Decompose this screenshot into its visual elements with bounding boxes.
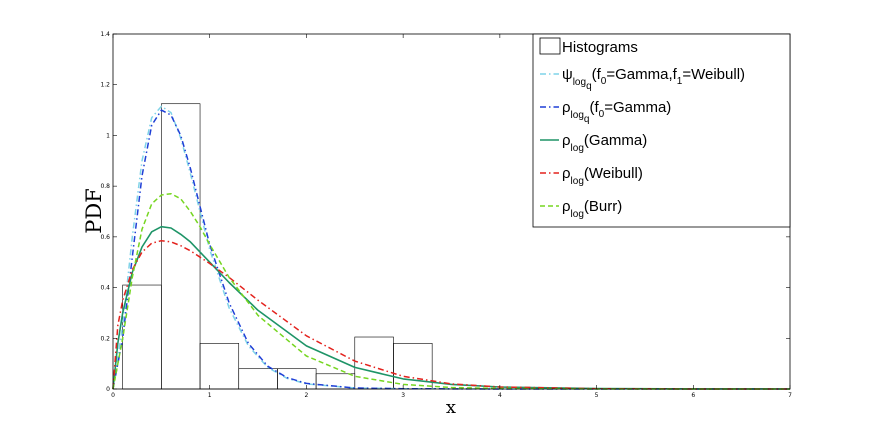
y-tick-label: 1.4 xyxy=(100,31,110,38)
x-tick-label: 0 xyxy=(111,392,115,399)
legend-box xyxy=(532,33,791,228)
legend-label-1: ψlogq(f0=Gamma,f1=Weibull) xyxy=(562,66,745,92)
series-line-1 xyxy=(112,105,790,390)
legend: Histograms ψlogq(f0=Gamma,f1=Weibull) ρlo… xyxy=(532,33,791,228)
legend-label-5: ρlog(Burr) xyxy=(562,198,622,220)
legend-swatch-histogram xyxy=(539,37,561,55)
x-axis-label: x xyxy=(446,397,456,418)
legend-label-4: ρlog(Weibull) xyxy=(562,165,643,187)
x-tick-label: 3 xyxy=(401,392,405,399)
series-line-4 xyxy=(112,239,790,390)
series-line-3 xyxy=(112,225,791,390)
y-axis-label: PDF xyxy=(82,188,106,234)
y-tick-label: 0.2 xyxy=(100,335,110,342)
series-lines xyxy=(112,105,791,390)
legend-label-3: ρlog(Gamma) xyxy=(562,132,647,154)
y-tick-label: 0 xyxy=(106,386,110,393)
legend-label-histogram: Histograms xyxy=(562,39,638,56)
series-line-5 xyxy=(112,192,790,390)
x-tick-label: 4 xyxy=(498,392,502,399)
x-tick-label: 5 xyxy=(595,392,599,399)
y-tick-label: 1 xyxy=(106,132,110,139)
x-tick-label: 1 xyxy=(208,392,212,399)
y-tick-label: 0.4 xyxy=(100,285,110,292)
x-axis-ticks: 0 1 2 3 4 5 6 7 xyxy=(111,34,792,399)
x-tick-label: 7 xyxy=(788,392,792,399)
y-tick-label: 0.8 xyxy=(100,183,110,190)
x-tick-label: 2 xyxy=(305,392,309,399)
x-tick-label: 6 xyxy=(691,392,695,399)
y-tick-label: 0.6 xyxy=(100,234,110,241)
legend-label-2: ρlogq(f0=Gamma) xyxy=(562,99,671,125)
y-tick-label: 1.2 xyxy=(100,82,110,89)
y-axis-ticks: 0 0.2 0.4 0.6 0.8 1 1.2 1.4 xyxy=(100,31,790,393)
series-line-2 xyxy=(112,109,790,390)
